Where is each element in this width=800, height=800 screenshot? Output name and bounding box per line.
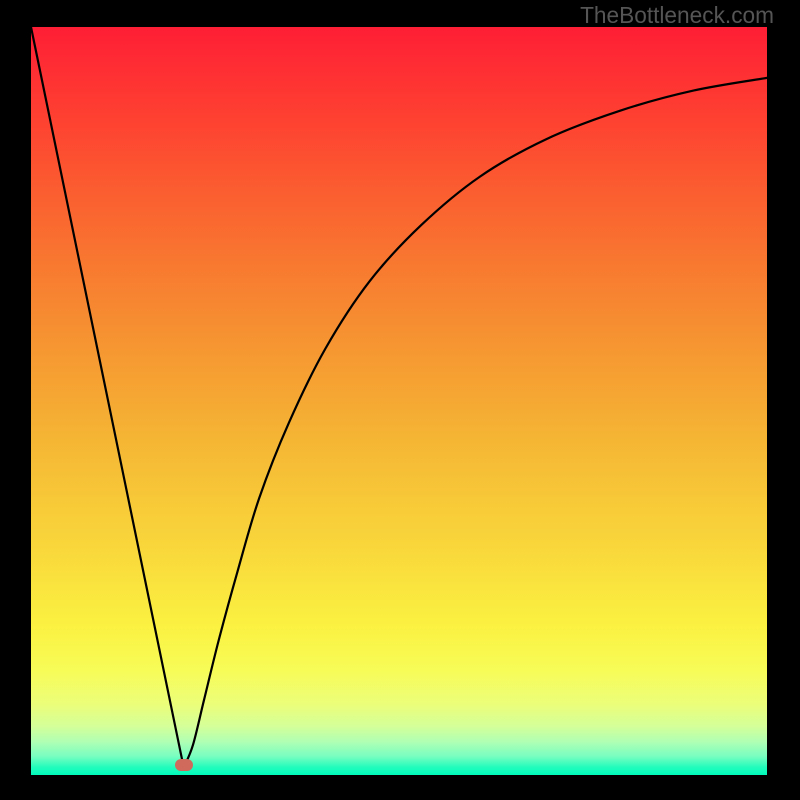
minimum-marker: [175, 759, 193, 771]
plot-area: [31, 27, 767, 775]
figure-root: TheBottleneck.com: [0, 0, 800, 800]
curve-layer: [31, 27, 767, 775]
watermark-text: TheBottleneck.com: [580, 2, 774, 29]
function-curve: [31, 27, 767, 768]
